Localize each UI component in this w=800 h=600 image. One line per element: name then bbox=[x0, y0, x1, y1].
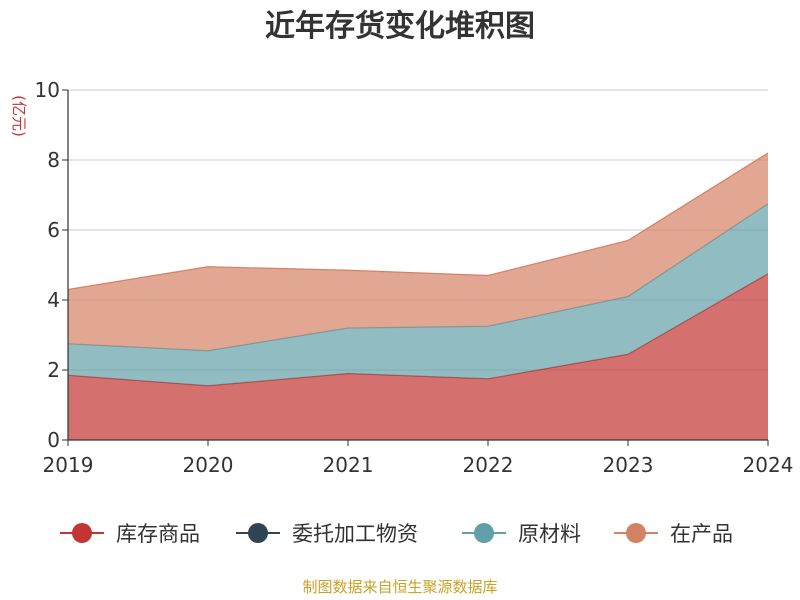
legend-marker bbox=[72, 523, 92, 543]
legend-item-在产品[interactable]: 在产品 bbox=[614, 522, 733, 546]
x-tick-labels: 2019 2020 2021 2022 2023 2024 bbox=[43, 440, 794, 477]
axes bbox=[67, 90, 768, 441]
legend: 库存商品 委托加工物资 原材料 在产品 bbox=[60, 522, 733, 546]
area-原材料 bbox=[68, 203, 768, 386]
legend-marker bbox=[248, 523, 268, 543]
source-note: 制图数据来自恒生聚源数据库 bbox=[302, 578, 497, 596]
area-库存商品 bbox=[68, 273, 768, 440]
x-tick-label: 2022 bbox=[463, 453, 514, 477]
y-tick-label: 6 bbox=[47, 218, 60, 242]
area-在产品 bbox=[68, 153, 768, 351]
legend-label: 在产品 bbox=[670, 522, 733, 546]
legend-label: 原材料 bbox=[518, 522, 581, 546]
area-series-group bbox=[67, 152, 769, 440]
legend-item-委托加工物资[interactable]: 委托加工物资 bbox=[236, 522, 418, 546]
x-tick-label: 2021 bbox=[323, 453, 374, 477]
y-tick-label: 10 bbox=[35, 78, 60, 102]
legend-label: 库存商品 bbox=[116, 522, 200, 546]
legend-marker bbox=[626, 523, 646, 543]
y-tick-label: 4 bbox=[47, 288, 60, 312]
chart-title: 近年存货变化堆积图 bbox=[265, 9, 535, 44]
legend-marker bbox=[474, 523, 494, 543]
legend-item-库存商品[interactable]: 库存商品 bbox=[60, 522, 200, 546]
y-tick-label: 0 bbox=[47, 428, 60, 452]
x-tick-label: 2019 bbox=[43, 453, 94, 477]
legend-label: 委托加工物资 bbox=[292, 522, 418, 546]
y-tick-label: 2 bbox=[47, 358, 60, 382]
y-tick-label: 8 bbox=[47, 148, 60, 172]
x-tick-label: 2023 bbox=[603, 453, 654, 477]
legend-item-原材料[interactable]: 原材料 bbox=[462, 522, 581, 546]
y-tick-labels: 0 2 4 6 8 10 bbox=[35, 78, 60, 452]
series-line-在产品 bbox=[67, 152, 769, 291]
x-tick-label: 2024 bbox=[743, 453, 794, 477]
x-tick-label: 2020 bbox=[183, 453, 234, 477]
y-unit-label: (亿元) bbox=[10, 95, 28, 137]
